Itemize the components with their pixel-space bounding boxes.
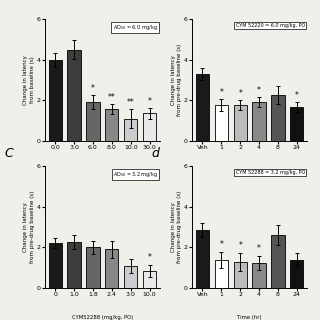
Text: *: * xyxy=(219,88,223,97)
Y-axis label: Change in latency
from pre-drug baseline (s): Change in latency from pre-drug baseline… xyxy=(171,44,182,116)
Bar xyxy=(49,244,62,288)
Text: *: * xyxy=(91,84,95,93)
Text: Time (hr): Time (hr) xyxy=(237,315,262,320)
Text: d: d xyxy=(152,147,160,160)
Text: AD$_{50}$ = 3.2 mg/kg: AD$_{50}$ = 3.2 mg/kg xyxy=(113,170,158,179)
Bar xyxy=(252,102,266,141)
Text: *: * xyxy=(219,240,223,249)
Text: *: * xyxy=(238,89,242,98)
Bar xyxy=(290,107,303,141)
Text: *: * xyxy=(257,244,261,253)
Y-axis label: Change in latency
from baseline (s): Change in latency from baseline (s) xyxy=(23,55,35,105)
Text: U50,488 (30 mg/kg, IP): U50,488 (30 mg/kg, IP) xyxy=(72,181,133,186)
Bar xyxy=(215,105,228,141)
Text: C: C xyxy=(4,147,13,160)
Bar xyxy=(105,109,118,141)
Bar xyxy=(234,262,247,288)
Bar xyxy=(124,266,137,288)
Bar xyxy=(215,260,228,288)
Bar xyxy=(68,50,81,141)
Bar xyxy=(196,230,209,288)
Text: *: * xyxy=(238,241,242,250)
Bar xyxy=(234,105,247,141)
Bar xyxy=(290,260,303,288)
Bar xyxy=(49,60,62,141)
Bar xyxy=(143,113,156,141)
Text: **: ** xyxy=(108,93,116,102)
Text: **: ** xyxy=(127,98,135,107)
Bar xyxy=(271,235,284,288)
Text: Time (hr): Time (hr) xyxy=(237,168,262,172)
Text: CYM52288 (mg/kg, PO): CYM52288 (mg/kg, PO) xyxy=(72,315,133,320)
Bar xyxy=(86,247,100,288)
Text: post-CYM52220: post-CYM52220 xyxy=(229,181,270,186)
Text: CYM 52220 = 6.0 mg/kg, PO: CYM 52220 = 6.0 mg/kg, PO xyxy=(236,23,305,28)
Bar xyxy=(143,271,156,288)
Bar xyxy=(252,263,266,288)
Bar xyxy=(271,95,284,141)
Bar xyxy=(196,74,209,141)
Text: *: * xyxy=(148,97,152,106)
Text: *: * xyxy=(295,91,299,100)
Y-axis label: Change in latency
from pre-drug baseline (s): Change in latency from pre-drug baseline… xyxy=(23,191,35,263)
Text: CYM52220 (mg/kg, PO): CYM52220 (mg/kg, PO) xyxy=(72,168,133,172)
Bar xyxy=(86,102,100,141)
Text: AD$_{50}$ = 6.0 mg/kg: AD$_{50}$ = 6.0 mg/kg xyxy=(113,23,158,32)
Bar xyxy=(105,250,118,288)
Bar xyxy=(124,118,137,141)
Y-axis label: Change in latency
from pre-drug baseline (s): Change in latency from pre-drug baseline… xyxy=(171,191,182,263)
Text: CYM 52288 = 3.2 mg/kg, PO: CYM 52288 = 3.2 mg/kg, PO xyxy=(236,170,305,175)
Text: *: * xyxy=(148,253,152,262)
Bar xyxy=(68,243,81,288)
Text: U50,488 (30 mg/kg, IP): U50,488 (30 mg/kg, IP) xyxy=(221,194,278,199)
Text: *: * xyxy=(257,86,261,95)
